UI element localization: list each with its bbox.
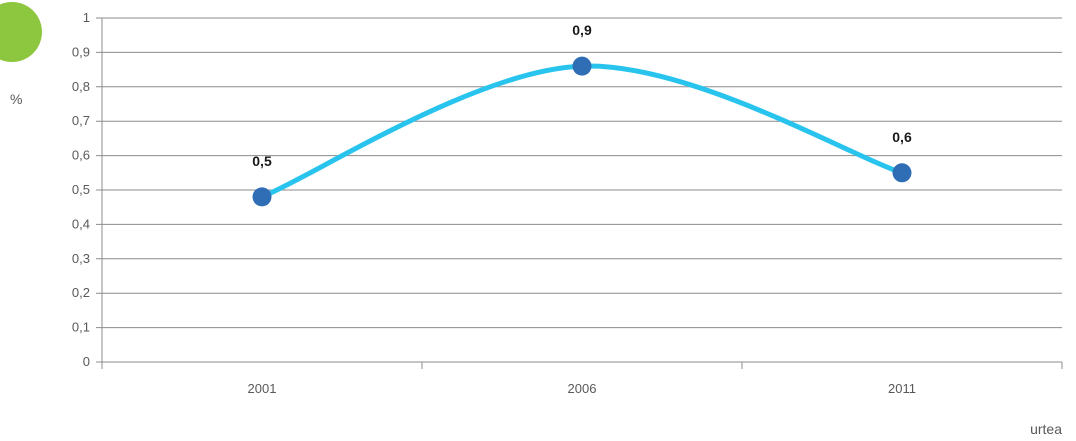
y-tick-label: 0,6 (72, 148, 90, 163)
data-labels: 0,5 0,9 0,6 (252, 22, 912, 169)
data-label: 0,6 (892, 129, 912, 145)
y-tick-label: 0,9 (72, 44, 90, 59)
axes (101, 18, 1063, 369)
y-tick-labels: 0 0,1 0,2 0,3 0,4 0,5 0,6 0,7 0,8 0,9 1 (72, 10, 90, 369)
x-tick-label: 2011 (888, 381, 916, 396)
y-tick-label: 1 (83, 10, 90, 25)
y-tick-label: 0,2 (72, 285, 90, 300)
y-tick-label: 0,3 (72, 251, 90, 266)
x-axis-title: urtea (1030, 421, 1062, 437)
x-tick-labels: 2001 2006 2011 (248, 381, 916, 396)
x-tick-label: 2001 (248, 381, 277, 396)
y-tick-label: 0,8 (72, 79, 90, 94)
data-point (572, 56, 592, 76)
series-layer (259, 63, 905, 200)
series-line (259, 63, 905, 200)
y-tick-label: 0 (83, 354, 90, 369)
y-tick-label: 0,1 (72, 320, 90, 335)
data-point (892, 163, 912, 183)
data-label: 0,5 (252, 153, 272, 169)
data-point (252, 187, 272, 207)
x-tick-label: 2006 (568, 381, 597, 396)
y-tick-label: 0,7 (72, 113, 90, 128)
data-label: 0,9 (572, 22, 592, 38)
data-points (252, 56, 912, 207)
green-badge (0, 2, 42, 62)
y-axis-title: % (10, 91, 22, 107)
y-tick-label: 0,5 (72, 182, 90, 197)
y-tick-label: 0,4 (72, 216, 90, 231)
